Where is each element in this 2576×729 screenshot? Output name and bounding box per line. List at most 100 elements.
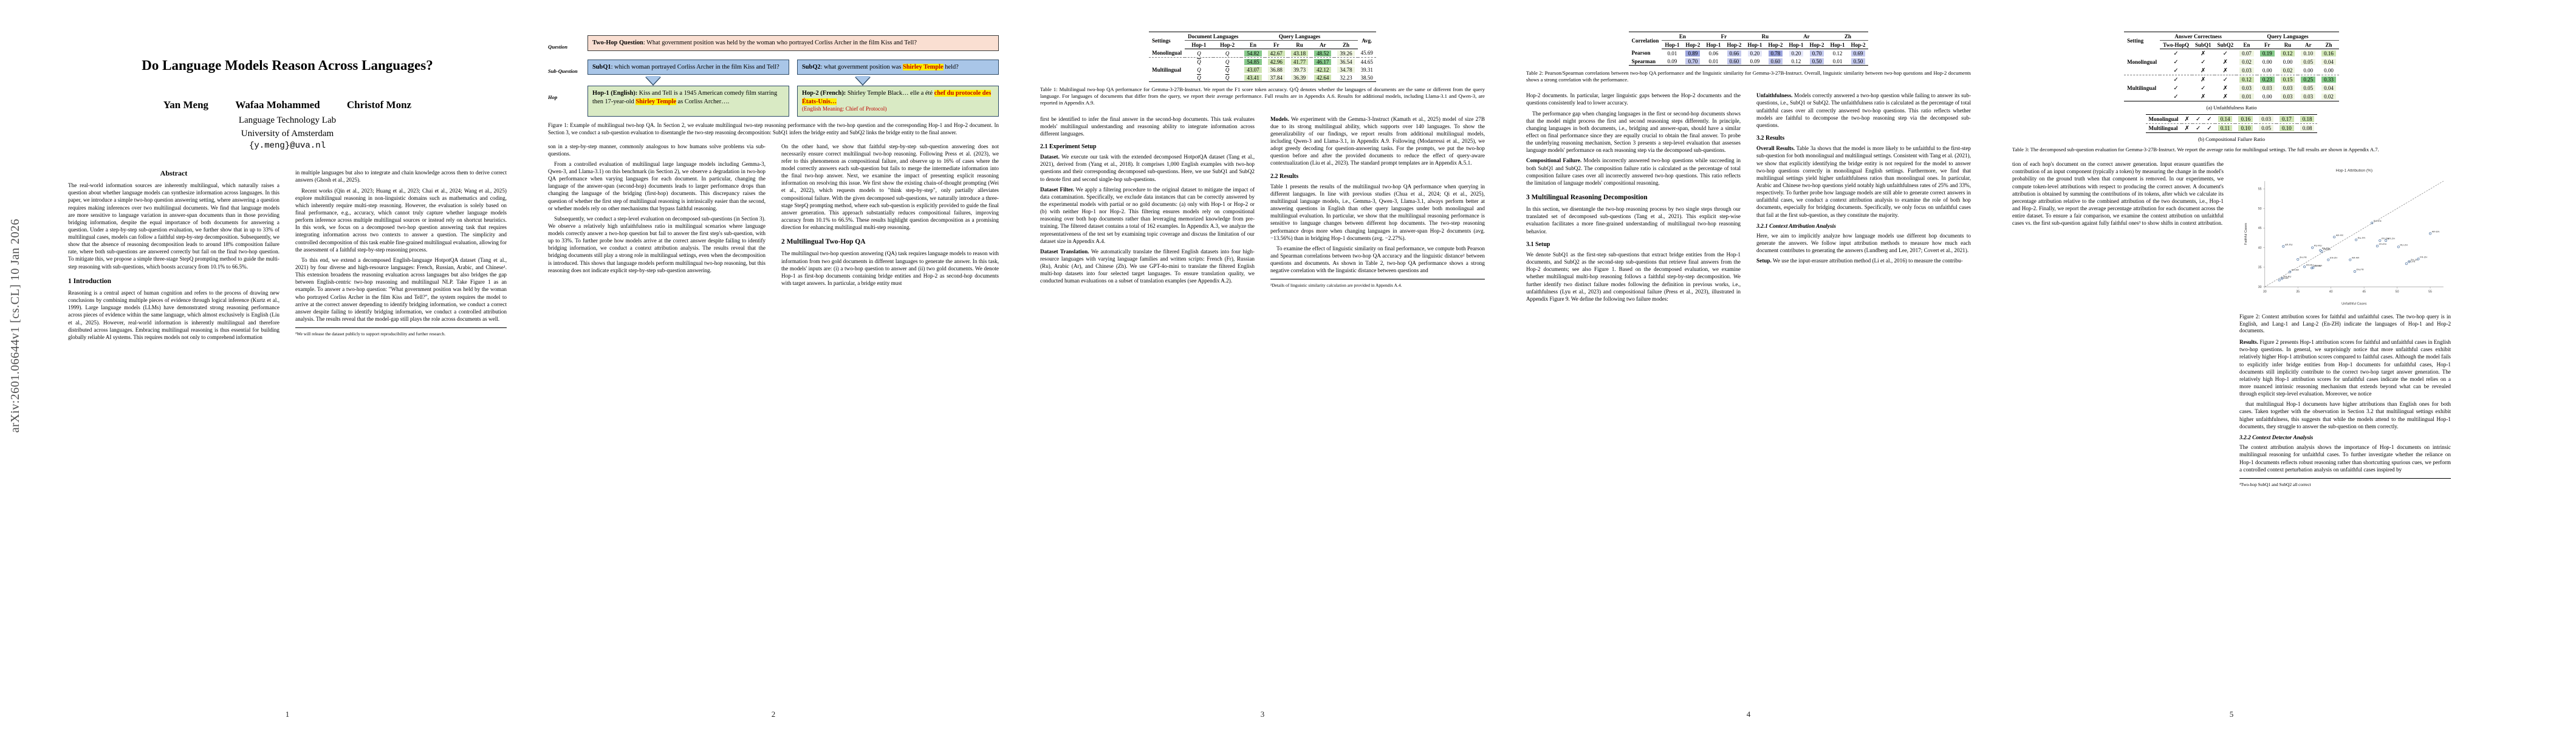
p4-c1-paragraph-2: The performance gap when changing langua…	[1526, 110, 1741, 154]
point-label: FR-AR	[2323, 248, 2331, 251]
point-label: AR-ZH	[2388, 237, 2395, 240]
p3-models-para: Models. We experiment with the Gemma-3-I…	[1270, 115, 1485, 167]
row-setting	[2124, 75, 2160, 84]
row-value: 0.18	[2297, 114, 2318, 124]
row-value: 0.02	[2236, 58, 2257, 66]
heat-cell: 36.54	[1337, 58, 1355, 65]
table-1-wrapper: Settings Document Languages Query Language…	[1040, 32, 1485, 107]
x-tick-label: 40	[2329, 290, 2333, 294]
heat-cell: 48.52	[1314, 50, 1332, 56]
heat-cell: 0.02	[2239, 59, 2254, 65]
section-2-1-heading: 2.1 Experiment Setup	[1040, 143, 1097, 150]
author-2: Wafaa Mohammed	[235, 98, 320, 111]
row-avg: 38.50	[1357, 74, 1376, 82]
p3-results-para-1: Table 1 presents the results of the mult…	[1270, 183, 1485, 241]
p5-s322-paragraph: The context attribution analysis shows t…	[2239, 444, 2451, 473]
table-3-part-a: Setting Answer Correctness Query Languages…	[2124, 32, 2339, 101]
heat-cell: 0.12	[1789, 58, 1804, 64]
contact-email: {y.meng}@uva.nl	[248, 141, 326, 151]
figure-2-caption: Figure 2: Context attribution scores for…	[2239, 313, 2451, 334]
heat-cell: 0.12	[1830, 50, 1845, 56]
row-avg: 39.31	[1360, 66, 1373, 73]
row-value: 0.02	[2278, 66, 2298, 75]
hop2-lead: Hop-2 (French):	[802, 90, 846, 97]
table-2-wrapper: Correlation En Fr Ru Ar Zh Hop-1 Hop-2 Hop-1 Hop-…	[1526, 32, 1971, 83]
table-row: ✓ ✗ ✓ 0.07 0.19 0.12 0.10 0.16	[2124, 49, 2339, 58]
table-row: ✓ ✗ ✗ 0.01 0.00 0.03 0.03 0.02	[2124, 92, 2339, 101]
page-3: Settings Document Languages Query Language…	[1019, 0, 1506, 729]
data-point	[2355, 238, 2358, 241]
row-value: 0.01	[1703, 57, 1724, 66]
table-2-caption: Table 2: Pearson/Spearman correlations b…	[1526, 70, 1971, 83]
row-setting	[2124, 49, 2160, 58]
heat-cell: 0.00	[2301, 67, 2316, 74]
page-4: Correlation En Fr Ru Ar Zh Hop-1 Hop-2 Hop-1 Hop-…	[1506, 0, 1992, 729]
heat-cell: 0.16	[2321, 50, 2336, 56]
x-tick-label: 45	[2362, 290, 2366, 294]
th-hop2: Hop-2	[1213, 40, 1242, 49]
section-1-heading: 1 Introduction	[68, 277, 112, 285]
compositional-failure-lead: Compositional Failure.	[1526, 157, 1582, 164]
th-group-zh: Zh	[1827, 32, 1869, 41]
heat-cell: 0.17	[2279, 116, 2294, 122]
heat-cell: 0.03	[2259, 116, 2273, 122]
th-sub: Two-HopQ	[2160, 40, 2193, 49]
table-row: Multilingual ✗ ✓ ✓ 0.11 0.10 0.05 0.10 0.08	[2145, 123, 2318, 133]
section-3-1-heading: 3.1 Setup	[1526, 241, 1550, 248]
row-value: 36.88	[1265, 66, 1288, 74]
subq2-text-a: : what government position was	[820, 63, 903, 70]
heat-cell: 0.10	[2238, 125, 2253, 131]
two-hop-question-box: Two-Hop Question: What government positi…	[587, 35, 999, 51]
data-point	[2311, 267, 2314, 270]
row-value: 39.73	[1288, 66, 1311, 74]
data-point	[2282, 245, 2285, 248]
heat-cell: 42.96	[1267, 58, 1285, 65]
page-5-column-2: Hop-1 Attribution (%) 30 35 40 45 50 55 30 35 40 4…	[2239, 160, 2451, 487]
point-label: AR-AR	[2352, 256, 2360, 259]
table-3a-subcaption: (a) Unfaithfulness Ratio	[2206, 104, 2257, 111]
mark-cross-icon: ✗	[2181, 123, 2193, 133]
p4-c1-paragraph-1: Hop-2 documents. In particular, larger l…	[1526, 92, 1741, 106]
row-setting: Multilingual	[2145, 123, 2182, 133]
x-tick-label: 35	[2296, 290, 2300, 294]
data-point	[2379, 239, 2382, 242]
heat-cell: 0.19	[2259, 50, 2275, 56]
heat-cell: 0.03	[2301, 94, 2316, 100]
heat-cell: 0.23	[2259, 77, 2275, 83]
row-value: 0.10	[2235, 123, 2256, 133]
point-label: AR-FR	[2336, 234, 2343, 237]
heat-cell: 0.05	[2301, 59, 2316, 65]
row-setting	[2124, 66, 2160, 75]
point-label: EN-ZH	[2330, 256, 2337, 259]
table-3-wrapper: Setting Answer Correctness Query Languages…	[2012, 32, 2451, 153]
row-value: 0.03	[2257, 84, 2278, 92]
th-settings: Settings	[1149, 32, 1185, 49]
scatter-plot: Hop-1 Attribution (%) 30 35 40 45 50 55 30 35 40 4…	[2244, 169, 2444, 306]
heat-cell: 0.08	[2300, 125, 2315, 131]
page-number-1: 1	[285, 710, 290, 719]
row-value: 0.01	[1827, 57, 1848, 66]
table-3-part-b: Monolingual ✗ ✓ ✓ 0.14 0.16 0.03 0.17 0.18 Multil…	[2145, 114, 2318, 133]
page-5-footnote-rule: ³Two-hop SubQ1 and SubQ2 all correct	[2239, 477, 2451, 488]
row-value: 0.50	[1848, 57, 1869, 66]
row-label: Spearman	[1628, 57, 1662, 66]
row-value: 0.05	[2298, 84, 2318, 92]
th-lang-en: En	[2236, 40, 2257, 49]
row-value: 42.67	[1265, 49, 1288, 58]
row-value: 0.25	[2298, 75, 2319, 84]
row-value: 43.07	[1241, 66, 1264, 74]
subq2-lead: SubQ2	[802, 63, 821, 70]
row-value: 0.12	[1827, 49, 1848, 58]
heat-cell: 0.07	[2239, 50, 2254, 56]
page-4-column-1: Hop-2 documents. In particular, larger l…	[1526, 92, 1741, 306]
heat-cell: 0.03	[2259, 85, 2275, 91]
row-setting	[1149, 74, 1185, 82]
th-lang-zh: Zh	[1334, 40, 1358, 49]
point-label: EN-FR	[2356, 268, 2363, 271]
point-label: ZH-ZH	[2411, 258, 2418, 261]
th-sub: Hop-2	[1682, 40, 1704, 49]
page-3-column-2: Models. We experiment with the Gemma-3-I…	[1270, 115, 1485, 289]
row-value: 0.03	[2298, 92, 2319, 101]
dataset-translation-text: We automatically translate the filtered …	[1040, 248, 1255, 284]
